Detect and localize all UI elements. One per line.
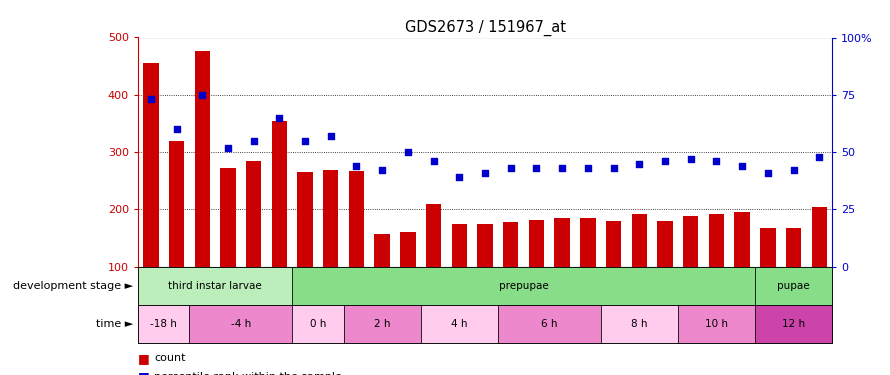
Point <box>504 165 518 171</box>
Bar <box>683 216 699 267</box>
Bar <box>451 224 467 267</box>
Bar <box>554 218 570 267</box>
Bar <box>734 212 750 267</box>
Bar <box>601 305 678 343</box>
Point <box>221 144 235 150</box>
Text: 2 h: 2 h <box>374 319 391 329</box>
Bar <box>529 220 544 267</box>
Bar <box>220 168 236 267</box>
Point <box>813 154 827 160</box>
Text: percentile rank within the sample: percentile rank within the sample <box>154 372 342 375</box>
Bar <box>708 214 724 267</box>
Point <box>735 163 749 169</box>
Text: 8 h: 8 h <box>631 319 648 329</box>
Bar <box>426 204 441 267</box>
Bar <box>755 267 832 305</box>
Point <box>530 165 544 171</box>
Bar <box>271 121 287 267</box>
Bar <box>292 267 755 305</box>
Bar <box>138 267 292 305</box>
Point <box>426 158 441 164</box>
Point <box>400 149 415 155</box>
Bar <box>349 171 364 267</box>
Point <box>452 174 466 180</box>
Title: GDS2673 / 151967_at: GDS2673 / 151967_at <box>405 20 565 36</box>
Text: 4 h: 4 h <box>451 319 467 329</box>
Bar <box>421 305 498 343</box>
Point <box>581 165 595 171</box>
Bar <box>400 232 416 267</box>
Text: count: count <box>154 353 185 363</box>
Point <box>632 160 646 166</box>
Text: -4 h: -4 h <box>231 319 251 329</box>
Bar <box>323 171 338 267</box>
Point <box>555 165 570 171</box>
Bar <box>375 234 390 267</box>
Text: time ►: time ► <box>96 319 134 329</box>
Text: prepupae: prepupae <box>498 281 548 291</box>
Point <box>709 158 724 164</box>
Text: 12 h: 12 h <box>782 319 805 329</box>
Point <box>195 92 209 98</box>
Bar <box>138 305 190 343</box>
Point <box>761 170 775 176</box>
Point <box>606 165 620 171</box>
Point <box>247 138 261 144</box>
Bar <box>812 207 827 267</box>
Point <box>298 138 312 144</box>
Point <box>787 168 801 174</box>
Text: third instar larvae: third instar larvae <box>168 281 262 291</box>
Bar <box>503 222 519 267</box>
Text: 6 h: 6 h <box>541 319 557 329</box>
Text: ■: ■ <box>138 370 150 375</box>
Bar <box>143 63 158 267</box>
Text: pupae: pupae <box>777 281 810 291</box>
Point <box>143 96 158 102</box>
Bar <box>246 161 262 267</box>
Bar <box>195 51 210 267</box>
Text: 10 h: 10 h <box>705 319 728 329</box>
Bar <box>169 141 184 267</box>
Point <box>375 168 389 174</box>
Point <box>350 163 364 169</box>
Bar <box>498 305 601 343</box>
Bar <box>190 305 292 343</box>
Point <box>169 126 183 132</box>
Bar <box>606 221 621 267</box>
Bar <box>292 305 344 343</box>
Point <box>324 133 338 139</box>
Bar <box>760 228 775 267</box>
Point <box>478 170 492 176</box>
Bar <box>632 214 647 267</box>
Point <box>658 158 672 164</box>
Point <box>272 115 287 121</box>
Bar <box>297 172 312 267</box>
Bar <box>344 305 421 343</box>
Point <box>684 156 698 162</box>
Text: ■: ■ <box>138 352 150 364</box>
Bar <box>755 305 832 343</box>
Text: development stage ►: development stage ► <box>13 281 134 291</box>
Bar <box>477 224 493 267</box>
Text: 0 h: 0 h <box>310 319 326 329</box>
Bar <box>580 218 595 267</box>
Bar <box>658 221 673 267</box>
Bar <box>786 228 801 267</box>
Bar <box>678 305 755 343</box>
Text: -18 h: -18 h <box>150 319 177 329</box>
